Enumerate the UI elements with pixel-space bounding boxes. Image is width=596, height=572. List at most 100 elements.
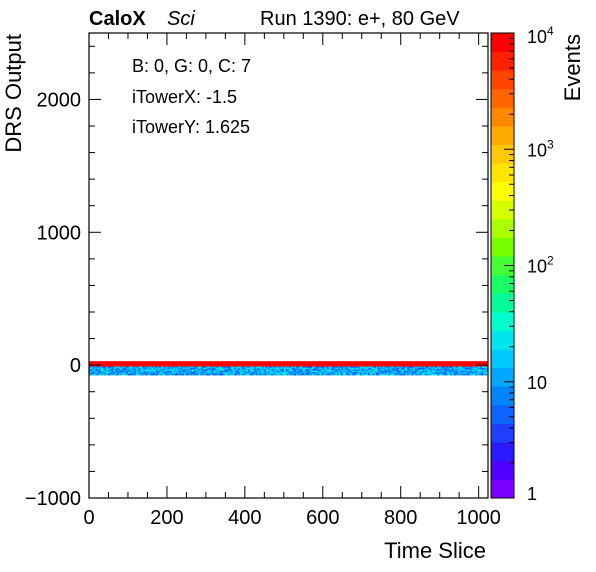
heatmap-cell — [377, 370, 380, 373]
heatmap-cell — [294, 372, 297, 374]
heatmap-cell — [313, 367, 316, 370]
heatmap-cell — [302, 367, 305, 370]
heatmap-cell — [375, 369, 378, 372]
heatmap-cell — [305, 367, 308, 370]
heatmap-cell — [244, 369, 247, 372]
color-bar-swatch — [491, 293, 514, 313]
heatmap-cell — [196, 373, 199, 376]
heatmap-cell — [110, 369, 113, 372]
heatmap-cell — [346, 372, 349, 374]
heatmap-cell — [427, 369, 430, 372]
heatmap-cell — [223, 366, 225, 369]
heatmap-cell — [431, 372, 434, 374]
heatmap-cell — [286, 372, 289, 374]
heatmap-cell — [341, 366, 344, 369]
heatmap-cell — [486, 373, 489, 376]
heatmap-cell — [127, 366, 130, 369]
heatmap-cell — [198, 370, 200, 373]
heatmap-cell — [243, 372, 246, 374]
heatmap-cell — [241, 367, 244, 370]
heatmap-cell — [180, 372, 183, 374]
heatmap-cell — [444, 370, 447, 373]
heatmap-cell — [430, 370, 433, 373]
heatmap-cell — [416, 369, 419, 372]
heatmap-cell — [151, 366, 154, 369]
heatmap-cell — [132, 373, 135, 376]
heatmap-cell — [135, 366, 138, 369]
heatmap-cell — [375, 367, 378, 370]
heatmap-cell — [318, 366, 320, 369]
heatmap-cell — [335, 373, 338, 376]
heatmap-cell — [107, 366, 110, 369]
heatmap-cell — [151, 369, 154, 372]
heatmap-cell — [216, 366, 219, 369]
heatmap-cell — [132, 367, 135, 370]
heatmap-cell — [173, 369, 176, 372]
heatmap-cell — [143, 373, 146, 376]
heatmap-cell — [145, 373, 147, 376]
heatmap-cell — [388, 370, 391, 373]
heatmap-cell — [435, 373, 437, 376]
heatmap-cell — [456, 372, 459, 374]
heatmap-cell — [112, 366, 115, 369]
color-bar-swatch — [491, 330, 514, 350]
heatmap-cell — [352, 373, 355, 376]
heatmap-cell — [416, 366, 419, 369]
heatmap-cell — [123, 372, 126, 374]
heatmap-cell — [321, 370, 324, 373]
heatmap-cell — [324, 366, 327, 369]
heatmap-cell — [380, 372, 383, 374]
heatmap-cell — [480, 372, 483, 374]
heatmap-cell — [165, 372, 168, 374]
heatmap-cell — [205, 372, 208, 374]
heatmap-cell — [110, 366, 113, 369]
heatmap-cell — [318, 370, 320, 373]
heatmap-cell — [207, 373, 210, 376]
subtitle: Sci — [167, 8, 195, 30]
heatmap-cell — [472, 367, 475, 370]
heatmap-cell — [93, 372, 96, 374]
heatmap-cell — [477, 366, 479, 369]
heatmap-cell — [425, 372, 428, 374]
heatmap-cell — [213, 370, 216, 373]
heatmap-cell — [458, 372, 461, 374]
heatmap-cell — [141, 372, 144, 374]
heatmap-cell — [377, 367, 380, 370]
heatmap-cell — [173, 370, 176, 373]
heatmap-cell — [424, 366, 426, 369]
heatmap-cell — [115, 372, 118, 374]
heatmap-cell — [399, 370, 402, 373]
heatmap-cell — [456, 366, 459, 369]
heatmap-cell — [408, 367, 411, 370]
heatmap-cell — [450, 369, 453, 372]
heatmap-cell — [394, 366, 397, 369]
heatmap-cell — [461, 373, 464, 376]
heatmap-cell — [129, 373, 132, 376]
heatmap-cell — [165, 367, 168, 370]
heatmap-cell — [194, 369, 197, 372]
heatmap-cell — [410, 372, 412, 374]
heatmap-cell — [255, 373, 258, 376]
heatmap-cell — [369, 370, 372, 373]
heatmap-cell — [232, 369, 235, 372]
heatmap-cell — [391, 370, 394, 373]
heatmap-cell — [363, 372, 366, 374]
heatmap-cell — [204, 370, 207, 373]
heatmap-cell — [106, 366, 108, 369]
heatmap-cell — [389, 373, 392, 376]
heatmap-cell — [353, 373, 356, 376]
heatmap-cell — [249, 369, 252, 372]
heatmap-cell — [243, 367, 246, 370]
heatmap-cell — [377, 372, 380, 374]
heatmap-cell — [406, 366, 409, 369]
heatmap-cell — [174, 373, 177, 376]
heatmap-cell — [477, 367, 479, 370]
heatmap-cell — [300, 372, 303, 374]
heatmap-cell — [386, 366, 389, 369]
heatmap-cell — [152, 366, 155, 369]
heatmap-cell — [230, 370, 233, 373]
heatmap-cell — [472, 373, 475, 376]
y-tick-label: 0 — [70, 355, 81, 377]
heatmap-cell — [96, 370, 99, 373]
heatmap-cell — [449, 372, 451, 374]
